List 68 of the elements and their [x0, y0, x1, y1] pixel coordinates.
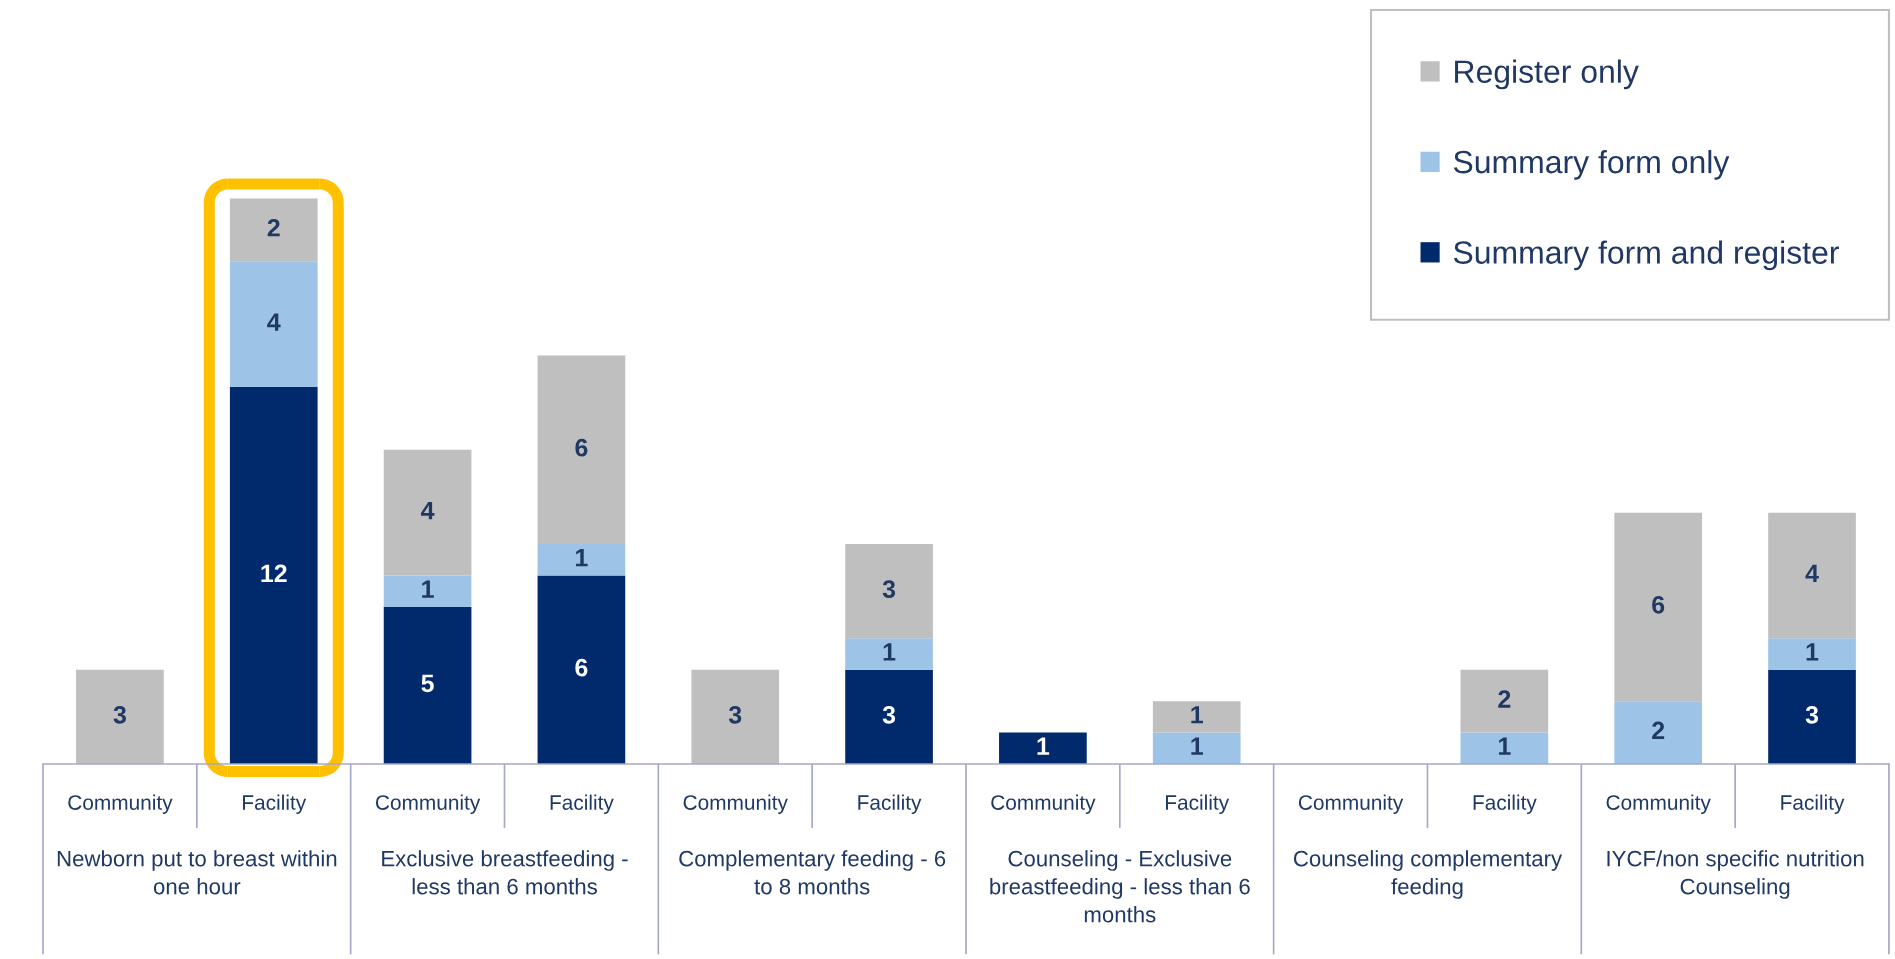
data-label: 4 — [421, 501, 435, 520]
x-tick-label: Facility — [858, 794, 922, 815]
bar — [691, 669, 780, 765]
data-label: 3 — [113, 705, 126, 724]
bar — [537, 544, 626, 576]
data-label: 3 — [1805, 705, 1819, 724]
text: IYCF/non specific nutrition Counseling — [1607, 850, 1864, 899]
x-tick-label: Community — [375, 794, 481, 815]
text: Counseling - Exclusive breastfeeding - less than 6 months — [990, 850, 1250, 923]
data-label: 1 — [1806, 643, 1819, 661]
data-label: 1 — [883, 643, 896, 661]
bar — [537, 575, 626, 765]
x-tick-label: Community — [991, 794, 1096, 815]
data-label: 1 — [422, 580, 434, 598]
legend-label: Summary form and register — [1453, 240, 1839, 271]
data-label: 1 — [576, 549, 588, 567]
bar — [383, 449, 472, 576]
bar — [1768, 638, 1856, 670]
bar — [229, 198, 318, 262]
text: Exclusive breastfeeding - less than 6 months — [382, 850, 628, 895]
data-label: 3 — [882, 705, 896, 724]
data-label: 6 — [575, 438, 588, 457]
bar — [1614, 701, 1703, 765]
x-tick-label: Community — [1298, 794, 1404, 815]
data-label: 3 — [728, 705, 742, 724]
bar — [845, 544, 933, 639]
x-tick-label: Facility — [1781, 794, 1845, 815]
bar — [845, 638, 933, 670]
bar — [229, 261, 318, 387]
bar — [845, 669, 933, 765]
data-label: 12 — [261, 564, 287, 582]
bar — [1152, 732, 1241, 765]
data-label: 6 — [1652, 595, 1665, 614]
x-tick-label: Facility — [243, 794, 307, 815]
text: Counseling complementary feeding — [1293, 850, 1563, 899]
x-tick-label: Community — [683, 794, 788, 815]
x-tick-label: Community — [1606, 794, 1711, 815]
data-label: 1 — [1037, 737, 1050, 755]
data-label: 2 — [267, 218, 280, 237]
legend-label: Register only — [1455, 59, 1639, 90]
x-tick-label: Facility — [550, 794, 614, 815]
legend-label: Summary form only — [1453, 149, 1730, 180]
bar — [537, 355, 626, 545]
data-label: 6 — [575, 658, 588, 677]
bar — [76, 669, 164, 765]
data-label: 4 — [267, 313, 281, 331]
data-label: 1 — [1191, 706, 1203, 724]
text: Newborn put to breast within one hour — [57, 850, 337, 895]
bar — [999, 732, 1087, 765]
bar — [383, 606, 472, 765]
bar — [383, 575, 472, 607]
data-label: 1 — [1498, 737, 1511, 755]
x-tick-label: Community — [68, 794, 173, 815]
bar — [1152, 701, 1241, 733]
bar — [1460, 732, 1549, 765]
x-tick-label: Facility — [1166, 794, 1230, 815]
data-label: 2 — [1652, 721, 1665, 740]
data-label: 3 — [882, 580, 896, 598]
bar — [1614, 512, 1703, 702]
data-label: 4 — [1805, 564, 1819, 582]
bar — [1460, 669, 1549, 733]
text: Complementary feeding - 6 to 8 months — [679, 850, 946, 895]
bar — [1768, 669, 1856, 765]
x-tick-label: Facility — [1473, 794, 1537, 815]
data-label: 1 — [1191, 737, 1203, 755]
data-label: 5 — [421, 674, 434, 693]
data-label: 2 — [1498, 690, 1511, 708]
bar — [1768, 512, 1856, 639]
